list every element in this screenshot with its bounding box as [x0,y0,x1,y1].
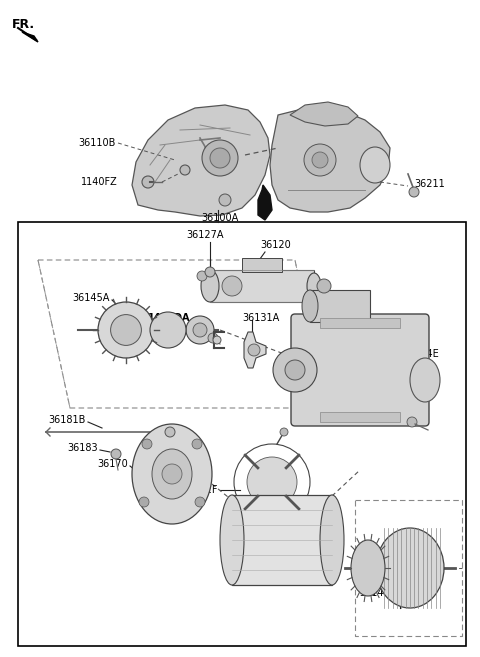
Text: 36181B: 36181B [48,415,86,425]
Circle shape [407,417,417,427]
Ellipse shape [376,528,444,608]
Circle shape [304,144,336,176]
Text: 36120: 36120 [260,240,291,250]
Circle shape [273,348,317,392]
Circle shape [247,457,297,507]
Text: 36110: 36110 [320,311,350,321]
Circle shape [219,194,231,206]
Text: 36145A: 36145A [72,293,110,303]
Circle shape [409,187,419,197]
Circle shape [205,267,215,277]
Ellipse shape [320,495,344,585]
Bar [310,290,370,322]
Circle shape [213,336,221,344]
Ellipse shape [351,540,385,596]
Text: 36110B: 36110B [79,138,116,148]
Circle shape [180,165,190,175]
Circle shape [142,176,154,188]
Circle shape [202,140,238,176]
Circle shape [139,497,149,507]
Circle shape [285,360,305,380]
Circle shape [280,428,288,436]
Text: FR.: FR. [12,18,35,31]
Text: 36146A: 36146A [360,588,396,598]
Bar [320,412,400,422]
Bar [210,270,314,302]
Circle shape [222,276,242,296]
Circle shape [197,271,207,281]
Bar [18,222,466,646]
Bar [242,258,282,272]
Text: 36100A: 36100A [202,213,239,223]
Ellipse shape [132,424,212,524]
Circle shape [208,333,218,343]
Polygon shape [258,185,272,220]
Circle shape [111,449,121,459]
Polygon shape [290,102,358,126]
Text: 36183: 36183 [67,443,98,453]
Polygon shape [270,108,390,212]
Ellipse shape [152,449,192,499]
Polygon shape [244,332,266,368]
Circle shape [110,315,142,346]
Text: 36211: 36211 [414,179,445,189]
Circle shape [195,497,205,507]
Text: 36170: 36170 [97,459,128,469]
Bar [232,495,332,585]
Text: 36150: 36150 [254,550,286,560]
Text: 36172F: 36172F [181,485,218,495]
Bar [320,318,400,328]
Circle shape [192,439,202,449]
Text: 36127A: 36127A [186,230,224,240]
Circle shape [210,148,230,168]
Polygon shape [132,105,270,216]
Circle shape [312,152,328,168]
Circle shape [142,439,152,449]
Text: 36131A: 36131A [242,313,279,323]
Polygon shape [22,32,38,42]
Circle shape [248,344,260,356]
Text: 36114E: 36114E [402,349,439,359]
Circle shape [193,323,207,337]
Circle shape [98,302,154,358]
Ellipse shape [302,290,318,322]
Text: 1140FZ: 1140FZ [81,177,118,187]
Text: 1492DA: 1492DA [147,313,190,323]
FancyBboxPatch shape [291,314,429,426]
Circle shape [317,279,331,293]
Ellipse shape [220,495,244,585]
Ellipse shape [360,147,390,183]
Circle shape [150,312,186,348]
Ellipse shape [307,273,321,299]
Circle shape [165,427,175,437]
Ellipse shape [201,270,219,302]
Ellipse shape [410,358,440,402]
Circle shape [186,316,214,344]
Circle shape [162,464,182,484]
